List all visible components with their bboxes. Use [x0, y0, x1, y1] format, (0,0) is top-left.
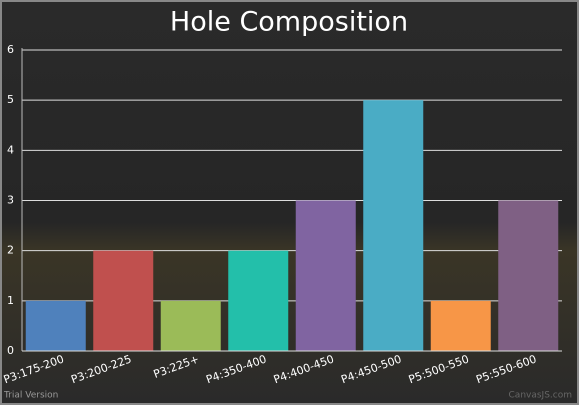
bar [228, 250, 289, 351]
y-tick-label: 6 [7, 43, 14, 56]
bar [93, 250, 154, 351]
y-tick-label: 0 [7, 344, 14, 357]
y-tick-label: 1 [7, 294, 14, 307]
y-tick-label: 4 [7, 143, 14, 156]
bar [430, 300, 491, 351]
bar [160, 300, 221, 351]
chart-title: Hole Composition [170, 7, 408, 38]
bar [498, 200, 559, 351]
bar [25, 300, 86, 351]
y-tick-label: 5 [7, 93, 14, 106]
watermark: Trial Version [3, 391, 58, 401]
bar [363, 100, 424, 352]
credit: CanvasJS.com [509, 391, 572, 401]
y-tick-label: 3 [7, 194, 14, 207]
bar [295, 200, 356, 351]
y-tick-label: 2 [7, 244, 14, 257]
